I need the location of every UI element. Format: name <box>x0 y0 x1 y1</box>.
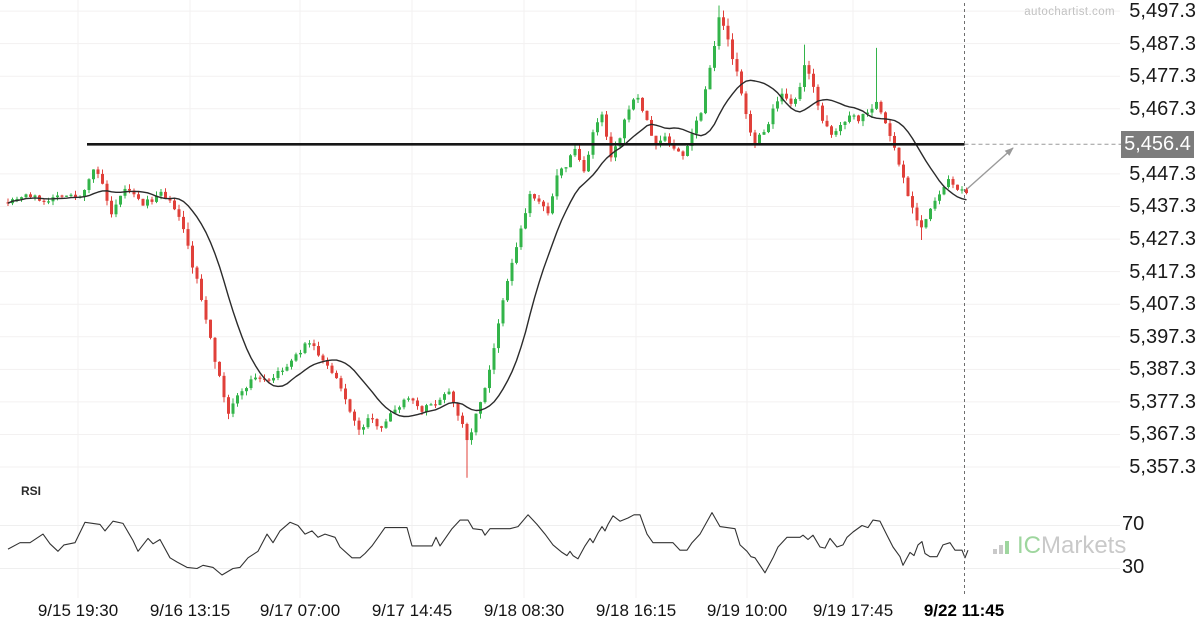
time-axis: 9/15 19:30 9/16 13:15 9/17 07:00 9/17 14:45… <box>0 601 1200 627</box>
price-axis-tick: 5,447.3 <box>1129 162 1196 185</box>
time-axis-tick: 9/17 14:45 <box>371 601 453 620</box>
price-axis-tick: 5,377.3 <box>1129 390 1196 413</box>
time-axis-tick: 9/16 13:15 <box>149 601 231 620</box>
price-tag-value: 5,456.4 <box>1124 132 1191 155</box>
price-axis-tick: 5,357.3 <box>1129 456 1196 479</box>
price-axis: 5,497.3 5,487.3 5,477.3 5,467.3 5,447.3 5,437… <box>1122 0 1198 630</box>
price-axis-tick: 5,437.3 <box>1129 195 1196 218</box>
autochartist-watermark: autochartist.com <box>1024 6 1115 18</box>
time-axis-tick: 9/19 10:00 <box>706 601 788 620</box>
time-axis-tick: 9/18 08:30 <box>483 601 565 620</box>
price-axis-tick: 5,417.3 <box>1129 260 1196 283</box>
time-axis-tick: 9/22 11:45 <box>923 601 1005 620</box>
time-axis-tick: 9/17 07:00 <box>259 601 341 620</box>
price-axis-tick: 5,387.3 <box>1129 358 1196 381</box>
time-axis-tick: 9/18 16:15 <box>595 601 677 620</box>
gridlines <box>0 0 1120 598</box>
time-axis-tick: 9/19 17:45 <box>812 601 894 620</box>
price-axis-tick: 5,367.3 <box>1129 423 1196 446</box>
price-axis-tick: 5,427.3 <box>1129 228 1196 251</box>
rsi-panel-label: RSI <box>21 484 42 498</box>
time-axis-tick: 9/15 19:30 <box>37 601 119 620</box>
icmarkets-logo: IC Markets <box>993 534 1126 558</box>
rsi-lower-level-label: 30 <box>1122 555 1145 578</box>
price-axis-tick: 5,397.3 <box>1129 325 1196 348</box>
icmarkets-logo-ic: IC <box>1017 532 1041 559</box>
moving-average-line <box>7 79 967 418</box>
price-axis-tick: 5,467.3 <box>1129 97 1196 120</box>
price-axis-tick: 5,407.3 <box>1129 293 1196 316</box>
price-axis-tick: 5,477.3 <box>1129 65 1196 88</box>
price-axis-tick: 5,487.3 <box>1129 32 1196 55</box>
price-tag: 5,456.4 <box>1121 130 1194 158</box>
candlesticks <box>6 5 968 478</box>
icmarkets-logo-markets: Markets <box>1041 532 1127 559</box>
price-axis-tick: 5,497.3 <box>1129 0 1196 23</box>
forecast-arrow-and-guides <box>964 3 1121 597</box>
bar-chart-icon <box>993 541 1009 554</box>
rsi-line <box>7 512 969 576</box>
rsi-upper-level-label: 70 <box>1122 512 1145 535</box>
